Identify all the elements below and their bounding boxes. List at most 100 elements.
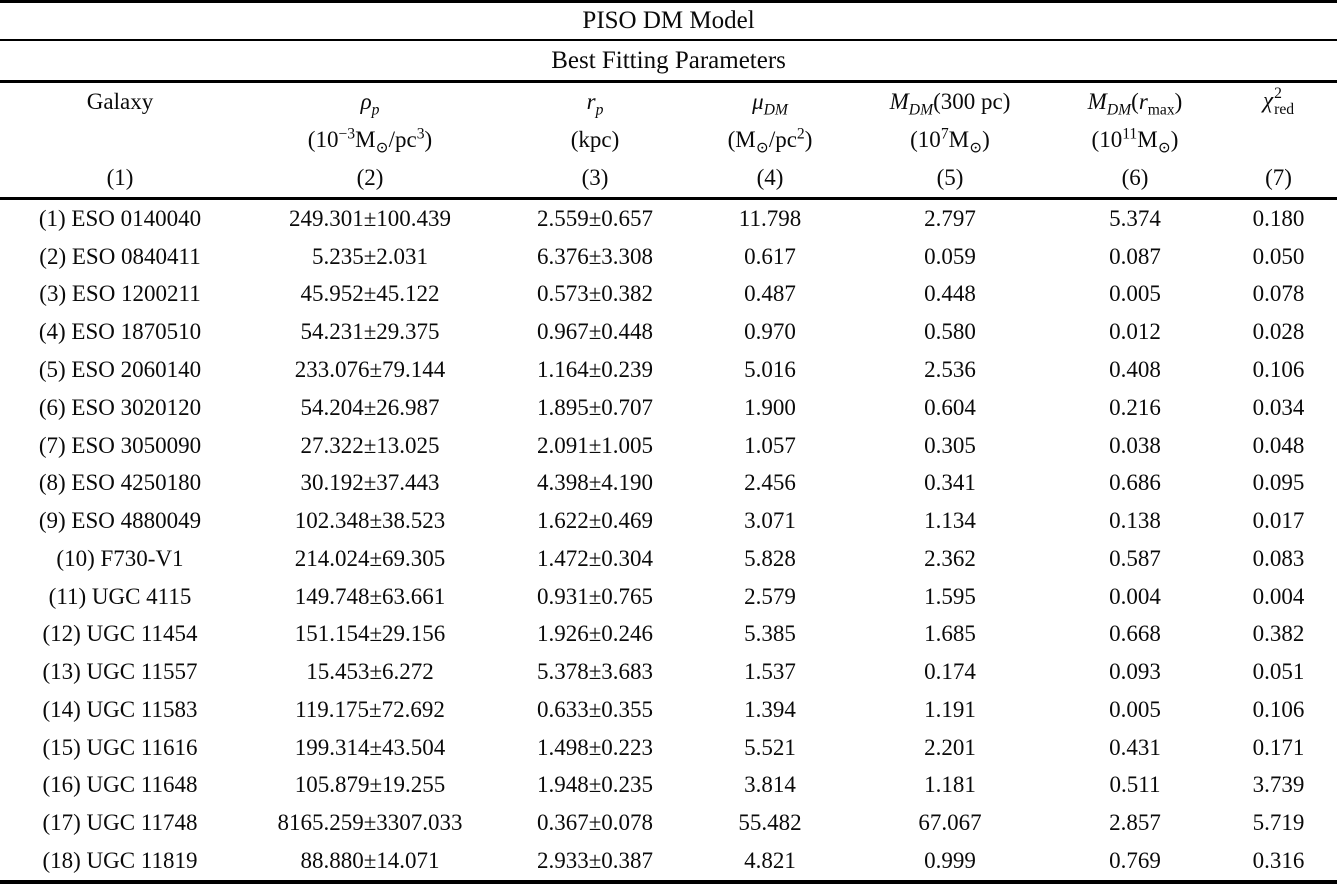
- table-row: (1) ESO 0140040 249.301±100.439 2.559±0.65…: [0, 199, 1337, 238]
- table-cell-mu_DM: 0.970: [744, 319, 796, 345]
- table-cell-rho_p: 8165.259±3307.033: [277, 810, 463, 836]
- column-number-3: (3): [500, 159, 690, 200]
- table-cell-r_p: 1.164±0.239: [536, 356, 654, 382]
- table-cell-mu_DM: 5.521: [744, 734, 796, 760]
- table-cell-mu_DM: 4.821: [690, 842, 850, 884]
- table-cell-r_p: 0.633±0.355: [536, 696, 654, 722]
- table-cell-galaxy: (13) UGC 11557: [42, 659, 198, 685]
- table-cell-galaxy: (11) UGC 4115: [48, 583, 192, 609]
- table-cell-r_p: 1.472±0.304: [536, 545, 654, 571]
- column-number-2: (2): [240, 159, 500, 200]
- table-cell-r_p: 0.931±0.765: [536, 583, 654, 609]
- table-cell-r_p: 0.367±0.078: [536, 810, 654, 836]
- table-row: (9) ESO 4880049 102.348±38.523 1.622±0.469…: [0, 502, 1337, 540]
- column-header-mdm-rmax: MDM(rmax): [1087, 89, 1183, 119]
- table-cell-galaxy: (4) ESO 1870510: [38, 319, 202, 345]
- table-cell-M_DM_rmax: 0.686: [1109, 470, 1161, 496]
- table-cell-mu_DM: 0.617: [744, 243, 796, 269]
- table-cell-chi2_red: 0.004: [1252, 583, 1305, 609]
- table-cell-mu_DM: 1.900: [744, 394, 796, 420]
- table-cell-rho_p: 119.175±72.692: [295, 696, 445, 722]
- table-cell-M_DM_300pc: 0.341: [924, 470, 976, 496]
- table-row: (17) UGC 11748 8165.259±3307.033 0.367±0.0…: [0, 804, 1337, 842]
- table-cell-M_DM_rmax: 0.093: [1109, 659, 1161, 685]
- table-cell-galaxy: (10) F730-V1: [56, 545, 184, 571]
- table-row: (15) UGC 11616 199.314±43.504 1.498±0.223 5…: [0, 729, 1337, 767]
- column-unit-mdm-rmax: (1011M⊙): [1091, 125, 1179, 157]
- table-row: (3) ESO 1200211 45.952±45.122 0.573±0.382 0…: [0, 276, 1337, 314]
- table-cell-chi2_red: 0.106: [1252, 356, 1305, 382]
- table-cell-rho_p: 15.453±6.272: [306, 659, 434, 685]
- table-cell-M_DM_300pc: 2.201: [924, 734, 976, 760]
- column-header-galaxy: Galaxy: [86, 89, 154, 114]
- table-cell-M_DM_300pc: 0.580: [924, 319, 976, 345]
- column-unit-chi2-red: [1220, 121, 1337, 159]
- table-cell-galaxy: (5) ESO 2060140: [38, 356, 202, 382]
- table-cell-M_DM_rmax: 0.005: [1109, 281, 1161, 307]
- table-cell-mu_DM: 1.537: [744, 659, 796, 685]
- table-cell-chi2_red: 0.017: [1252, 508, 1305, 534]
- column-header-chi2-red: χ 2 red: [1263, 84, 1295, 118]
- table-cell-rho_p: 249.301±100.439: [288, 205, 452, 231]
- table-cell-chi2_red: 0.078: [1252, 281, 1305, 307]
- column-number-6: (6): [1050, 159, 1220, 200]
- table-row: (5) ESO 2060140 233.076±79.144 1.164±0.239…: [0, 351, 1337, 389]
- table-cell-chi2_red: 0.180: [1252, 205, 1305, 231]
- column-header-mdm-300pc: MDM(300 pc): [889, 89, 1011, 119]
- table-cell-galaxy: (16) UGC 11648: [42, 772, 198, 798]
- column-unit-galaxy: [0, 121, 240, 159]
- table-cell-rho_p: 54.204±26.987: [300, 394, 440, 420]
- table-cell-M_DM_300pc: 0.174: [924, 659, 976, 685]
- table-cell-M_DM_rmax: 0.216: [1109, 394, 1161, 420]
- column-symbol-row: Galaxy ρp rp μDM MDM(300 pc) MDM(rmax) χ…: [0, 82, 1337, 122]
- table-cell-galaxy: (9) ESO 4880049: [38, 508, 202, 534]
- table-header: PISO DM Model Best Fitting Parameters Ga…: [0, 0, 1337, 200]
- table-cell-M_DM_300pc: 1.685: [924, 621, 976, 647]
- table-row: (4) ESO 1870510 54.231±29.375 0.967±0.448 0…: [0, 313, 1337, 351]
- table-cell-r_p: 4.398±4.190: [536, 470, 654, 496]
- table-subtitle-row: Best Fitting Parameters: [0, 40, 1337, 83]
- table-cell-mu_DM: 2.579: [744, 583, 796, 609]
- table-cell-M_DM_rmax: 0.012: [1109, 319, 1161, 345]
- column-header-r-p: rp: [586, 89, 604, 119]
- table-cell-chi2_red: 0.048: [1252, 432, 1305, 458]
- table-cell-rho_p: 199.314±43.504: [294, 734, 446, 760]
- table-cell-M_DM_300pc: 1.191: [924, 696, 976, 722]
- table-cell-mu_DM: 5.385: [744, 621, 796, 647]
- table-row: (6) ESO 3020120 54.204±26.987 1.895±0.707 1…: [0, 389, 1337, 427]
- table-cell-rho_p: 27.322±13.025: [300, 432, 440, 458]
- table-cell-galaxy: (18) UGC 11819: [0, 842, 240, 884]
- table-cell-M_DM_rmax: 0.038: [1109, 432, 1161, 458]
- column-unit-mu-dm: (M⊙/pc2): [727, 125, 813, 157]
- table-cell-M_DM_300pc: 2.536: [924, 356, 976, 382]
- table-cell-mu_DM: 3.814: [744, 772, 796, 798]
- column-unit-row: (10−3M⊙/pc3) (kpc) (M⊙/pc2) (107M⊙) (101…: [0, 121, 1337, 159]
- table-cell-rho_p: 88.880±14.071: [240, 842, 500, 884]
- table-cell-chi2_red: 0.051: [1252, 659, 1305, 685]
- column-unit-r-p: (kpc): [570, 127, 620, 152]
- table-cell-galaxy: (1) ESO 0140040: [38, 205, 202, 231]
- table-cell-M_DM_rmax: 0.138: [1109, 508, 1161, 534]
- table-cell-chi2_red: 3.739: [1252, 772, 1305, 798]
- table-cell-galaxy: (6) ESO 3020120: [38, 394, 202, 420]
- table-cell-M_DM_rmax: 0.511: [1109, 772, 1161, 798]
- table-row: (2) ESO 0840411 5.235±2.031 6.376±3.308 0.6…: [0, 238, 1337, 276]
- table-cell-mu_DM: 2.456: [744, 470, 796, 496]
- table-cell-rho_p: 105.879±19.255: [294, 772, 446, 798]
- table-cell-galaxy: (3) ESO 1200211: [39, 281, 201, 307]
- table-row: (12) UGC 11454 151.154±29.156 1.926±0.246 5…: [0, 615, 1337, 653]
- column-unit-mdm-300pc: (107M⊙): [910, 125, 990, 157]
- table-cell-r_p: 1.948±0.235: [536, 772, 654, 798]
- table-cell-mu_DM: 1.057: [744, 432, 796, 458]
- table-row: (8) ESO 4250180 30.192±37.443 4.398±4.190 2…: [0, 464, 1337, 502]
- table-cell-M_DM_rmax: 0.004: [1109, 583, 1161, 609]
- column-number-7: (7): [1220, 159, 1337, 200]
- table-cell-r_p: 2.091±1.005: [536, 432, 654, 458]
- table-cell-r_p: 2.559±0.657: [536, 205, 654, 231]
- table-cell-rho_p: 30.192±37.443: [300, 470, 440, 496]
- table-row: (16) UGC 11648 105.879±19.255 1.948±0.235 3…: [0, 767, 1337, 805]
- table-cell-chi2_red: 0.316: [1220, 842, 1337, 884]
- table-cell-M_DM_rmax: 5.374: [1109, 205, 1161, 231]
